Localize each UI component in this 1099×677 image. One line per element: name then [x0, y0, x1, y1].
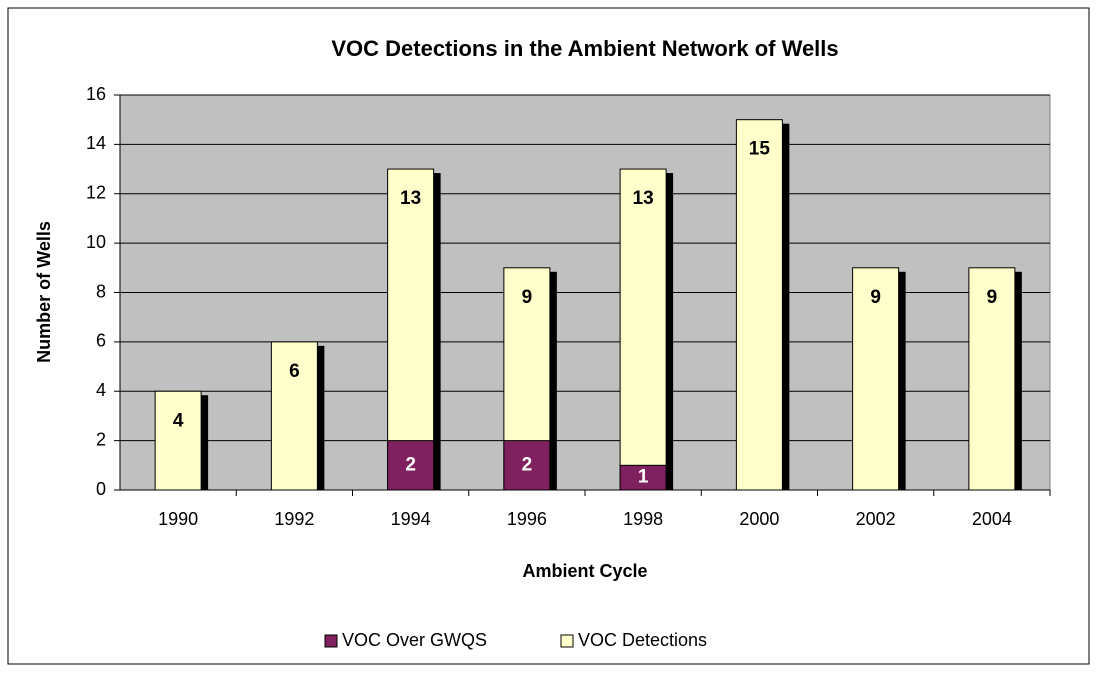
x-tick-label: 1990 [158, 509, 198, 529]
bar [270, 341, 318, 491]
bar [619, 168, 667, 491]
x-tick-label: 2002 [856, 509, 896, 529]
legend-swatch [560, 634, 574, 648]
y-tick-label: 14 [86, 133, 106, 153]
x-axis-title: Ambient Cycle [522, 561, 647, 581]
data-label: 13 [633, 188, 654, 209]
bar [154, 390, 202, 491]
data-label: 9 [987, 287, 998, 308]
data-label: 4 [173, 410, 184, 431]
chart-title: VOC Detections in the Ambient Network of… [331, 36, 838, 61]
data-label: 2 [522, 454, 533, 475]
y-tick-label: 8 [96, 281, 106, 301]
data-label: 1 [638, 467, 649, 488]
y-tick-label: 2 [96, 429, 106, 449]
y-tick-label: 12 [86, 183, 106, 203]
bar [619, 464, 667, 491]
y-tick-label: 0 [96, 479, 106, 499]
bar [387, 168, 435, 491]
data-label: 13 [400, 188, 421, 209]
data-label: 2 [405, 454, 416, 475]
x-tick-label: 1994 [391, 509, 431, 529]
bar [852, 267, 900, 491]
x-tick-label: 2000 [739, 509, 779, 529]
y-tick-label: 10 [86, 232, 106, 252]
bar [735, 119, 783, 491]
bar [387, 440, 435, 491]
legend-label: VOC Detections [578, 630, 707, 650]
y-tick-label: 16 [86, 84, 106, 104]
y-tick-label: 4 [96, 380, 106, 400]
data-label: 9 [870, 287, 881, 308]
legend-swatch [324, 634, 338, 648]
y-axis-title: Number of Wells [34, 221, 54, 363]
bar [968, 267, 1016, 491]
data-label: 9 [522, 287, 533, 308]
x-tick-label: 1998 [623, 509, 663, 529]
x-tick-label: 1992 [274, 509, 314, 529]
x-tick-label: 1996 [507, 509, 547, 529]
data-label: 15 [749, 139, 771, 160]
y-tick-label: 6 [96, 331, 106, 351]
x-tick-label: 2004 [972, 509, 1012, 529]
data-label: 6 [289, 361, 300, 382]
bar [503, 440, 551, 491]
legend-label: VOC Over GWQS [342, 630, 487, 650]
